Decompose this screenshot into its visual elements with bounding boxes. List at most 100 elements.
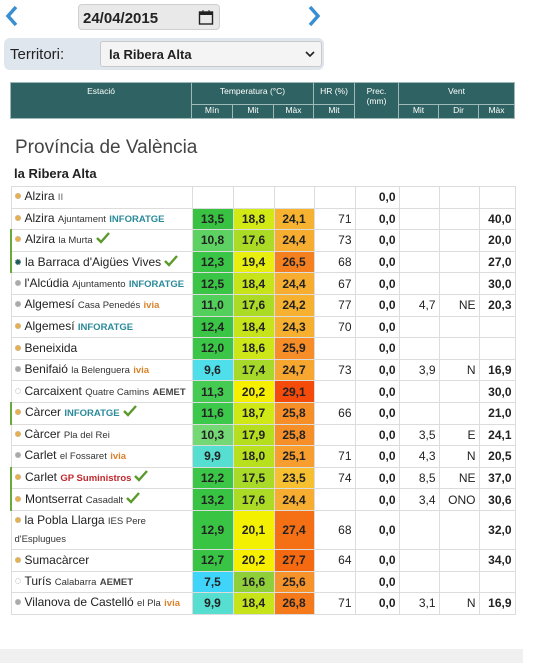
- precipitation-header[interactable]: Prec. (mm): [354, 82, 399, 119]
- status-dot: [14, 193, 21, 200]
- cell-value: 4,7: [418, 298, 436, 313]
- temperature-cell: 17,5: [232, 466, 275, 490]
- station-row: Beneixida 12,0 18,6 25,9 0,0: [10, 337, 516, 360]
- temperature-cell: 18,7: [232, 401, 275, 425]
- station-name[interactable]: la Barraca d'Aigües Vives: [25, 254, 162, 269]
- station-header[interactable]: Estació: [10, 82, 192, 119]
- station-name[interactable]: Càrcer: [25, 405, 62, 420]
- station-source: AEMET: [152, 386, 186, 398]
- station-name[interactable]: Vilanova de Castelló: [24, 595, 134, 610]
- cell-value: 20,1: [241, 522, 266, 537]
- status-dot: [15, 409, 21, 416]
- date-input[interactable]: 24/04/2015: [78, 4, 220, 30]
- temperature-cell: [191, 186, 234, 209]
- precipitation-cell: 0,0: [354, 272, 400, 295]
- station-name[interactable]: Benifaió: [24, 362, 68, 377]
- station-name[interactable]: Alzira: [25, 232, 56, 247]
- header-text: Mit: [412, 105, 425, 115]
- station-name[interactable]: Alzira: [24, 189, 55, 204]
- station-name[interactable]: Beneixida: [24, 340, 78, 355]
- station-name[interactable]: Montserrat: [25, 491, 83, 506]
- check-path: [164, 254, 179, 267]
- station-row: Montserrat Casadalt 13,2 17,6 24,4 0,0 3,4 ONO…: [10, 488, 516, 511]
- wind-cell: 37,0: [478, 466, 516, 490]
- temperature-cell: 18,8: [232, 207, 275, 231]
- cell-value: 17,6: [241, 298, 266, 313]
- header-text: Màx: [285, 105, 302, 115]
- station-name[interactable]: la Pobla Llarga: [24, 512, 105, 527]
- temperature-cell: 18,0: [232, 445, 275, 468]
- station-name[interactable]: l'Alcúdia: [24, 275, 69, 290]
- station-name[interactable]: Carlet: [24, 448, 57, 463]
- wind-cell: [438, 380, 480, 403]
- station-row: Sumacàrcer 12,7 20,2 27,7 64 0,0 34,0: [10, 548, 516, 572]
- humidity-cell: [313, 570, 356, 594]
- precipitation-cell: 0,0: [354, 229, 400, 252]
- cell-value: E: [467, 427, 476, 442]
- next-day[interactable]: [306, 4, 322, 28]
- station-source: GP Suministros: [60, 473, 132, 485]
- cell-value: 27,4: [282, 522, 306, 537]
- sub-header[interactable]: Mit: [313, 104, 355, 119]
- wind-cell: [398, 548, 440, 572]
- cell-value: 0,0: [378, 211, 396, 226]
- station-name[interactable]: Algemesí: [24, 297, 75, 312]
- temperature-cell: 24,3: [273, 315, 315, 339]
- cell-value: 18,4: [241, 596, 266, 611]
- station-name[interactable]: Carcaixent: [24, 383, 82, 398]
- station-name[interactable]: Càrcer: [24, 426, 61, 441]
- sub-header[interactable]: Mit: [398, 104, 439, 119]
- sub-header[interactable]: Dir: [438, 104, 479, 119]
- cell-value: 8,5: [418, 471, 436, 486]
- wind-cell: NE: [438, 293, 480, 317]
- humidity-cell: [313, 186, 356, 209]
- station-name[interactable]: Turís: [24, 573, 52, 588]
- province-title: Província de València: [15, 137, 198, 158]
- humidity-cell: 64: [313, 548, 356, 572]
- station-row: Algemesí Casa Penedés ivia 11,0 17,6 24,2 77…: [10, 293, 516, 317]
- horizontal-scrollbar[interactable]: [0, 649, 523, 663]
- station-detail: Casa Penedés: [77, 300, 141, 312]
- cell-value: 0,0: [378, 522, 396, 537]
- cell-value: 64: [338, 553, 352, 568]
- wind-cell: [398, 186, 440, 209]
- humidity-cell: [313, 380, 356, 403]
- station-source: INFORATGE: [77, 321, 134, 333]
- prev-day[interactable]: [4, 4, 20, 28]
- wind-cell: [478, 570, 516, 594]
- cell-value: NE: [458, 471, 476, 486]
- wind-cell: [398, 380, 440, 403]
- cell-value: 17,6: [241, 492, 266, 507]
- wind-cell: 16,9: [478, 358, 516, 382]
- header-text: Mit: [247, 105, 259, 115]
- station-detail: IES Pere d'Esplugues: [14, 515, 146, 545]
- territory-select[interactable]: la Ribera Alta: [100, 41, 322, 67]
- cell-value: 71: [338, 449, 352, 464]
- temperature-cell: 7,5: [191, 570, 234, 594]
- station-cell: Alzira la Murta: [10, 229, 193, 252]
- station-name[interactable]: Sumacàrcer: [24, 552, 90, 567]
- calendar-icon[interactable]: [198, 9, 214, 26]
- cell-value: 0,0: [378, 233, 396, 248]
- temperature-cell: 12,3: [191, 250, 234, 274]
- station-row: Carcaixent Quatre Camins AEMET 11,3 20,2 29…: [10, 380, 516, 403]
- sub-header[interactable]: Màx: [273, 104, 314, 119]
- cell-value: 9,9: [204, 596, 221, 611]
- station-name[interactable]: Carlet: [25, 470, 58, 485]
- wind-cell: 20,5: [478, 445, 516, 468]
- station-name[interactable]: Alzira: [24, 210, 55, 225]
- wind-cell: N: [438, 358, 480, 382]
- cell-value: 27,7: [282, 553, 306, 568]
- wind-cell: [438, 315, 480, 339]
- wind-cell: [438, 186, 480, 209]
- sub-header[interactable]: Màx: [478, 104, 515, 119]
- precipitation-cell: 0,0: [354, 445, 400, 468]
- station-detail: Calabarra: [54, 576, 97, 588]
- sub-header[interactable]: Mit: [232, 104, 274, 119]
- temperature-cell: 17,4: [232, 358, 275, 382]
- humidity-header: HR (%): [313, 82, 355, 105]
- station-name[interactable]: Algemesí: [24, 318, 75, 333]
- station-row: Alzira la Murta 10,8 17,6 24,4 73 0,0 20,0: [10, 229, 516, 252]
- sub-header[interactable]: Mín: [191, 104, 233, 119]
